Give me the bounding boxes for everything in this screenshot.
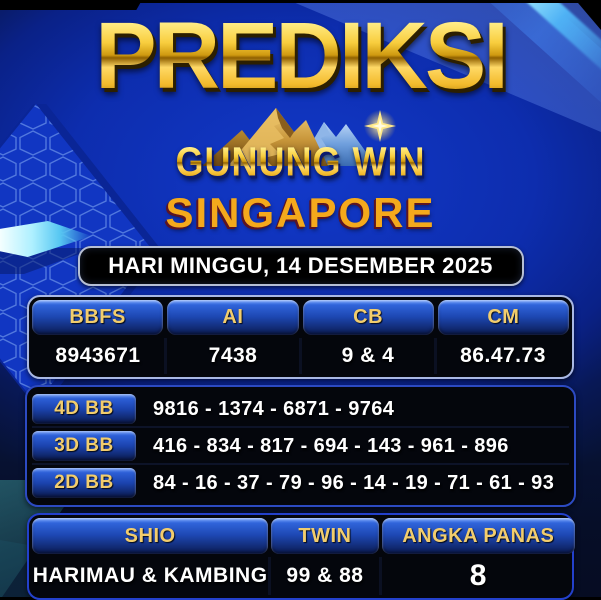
value-cell-cb: 9 & 4 <box>299 338 434 374</box>
header-cell-bbfs: BBFS <box>32 300 164 335</box>
bb-row-3d: 3D BB 416 - 834 - 817 - 694 - 143 - 961 … <box>32 429 569 465</box>
value-cell-bbfs: 8943671 <box>55 344 141 367</box>
star-sparkle-icon <box>364 110 397 142</box>
summary-table: SHIO TWIN ANGKA PANAS HARIMAU & KAMBING … <box>27 513 575 600</box>
value-cell-shio: HARIMAU & KAMBING <box>32 564 268 587</box>
header-cell-cm: CM <box>437 300 569 335</box>
bb-value-3d: 416 - 834 - 817 - 694 - 143 - 961 - 896 <box>153 434 509 457</box>
brand-name: GUNUNG WIN <box>175 138 426 185</box>
top-edge <box>0 0 601 3</box>
bb-value-4d: 9816 - 1374 - 6871 - 9764 <box>153 397 395 420</box>
date-banner-text: HARI MINGGU, 14 DESEMBER 2025 <box>108 253 493 278</box>
value-cell-angka-panas: 8 <box>378 557 575 595</box>
header-cell-twin: TWIN <box>271 518 379 554</box>
bb-row-4d: 4D BB 9816 - 1374 - 6871 - 9764 <box>32 392 569 428</box>
header-cell-ai: AI <box>167 300 299 335</box>
value-cell-ai: 7438 <box>164 338 299 374</box>
value-cell-cm: 86.47.73 <box>434 338 569 374</box>
date-banner: HARI MINGGU, 14 DESEMBER 2025 <box>77 246 524 286</box>
bb-label-4d: 4D BB <box>32 394 136 424</box>
summary-header-row: SHIO TWIN ANGKA PANAS <box>32 518 575 554</box>
page-title-wrap: PREDIKSI <box>95 3 509 109</box>
summary-value-row: HARIMAU & KAMBING 99 & 88 8 <box>32 557 569 595</box>
bb-table: 4D BB 9816 - 1374 - 6871 - 9764 3D BB 41… <box>25 385 576 507</box>
header-cell-shio: SHIO <box>32 518 269 554</box>
bb-row-2d: 2D BB 84 - 16 - 37 - 79 - 96 - 14 - 19 -… <box>32 466 569 500</box>
stats-value-row: 8943671 7438 9 & 4 86.47.73 <box>32 338 569 374</box>
header-cell-cb: CB <box>302 300 434 335</box>
market-name: SINGAPORE <box>165 189 436 236</box>
bb-value-2d: 84 - 16 - 37 - 79 - 96 - 14 - 19 - 71 - … <box>153 471 555 494</box>
stats-header-row: BBFS AI CB CM <box>32 300 569 335</box>
brand-logo: GUNUNG WIN <box>175 104 426 185</box>
bb-label-3d: 3D BB <box>32 431 136 461</box>
top-left-corner <box>0 0 142 10</box>
stats-table: BBFS AI CB CM 8943671 7438 9 & 4 86.47.7… <box>27 295 574 379</box>
value-cell-twin: 99 & 88 <box>268 557 378 595</box>
mountain-icon <box>202 108 397 166</box>
page-title: PREDIKSI <box>95 3 509 109</box>
bb-label-2d: 2D BB <box>32 468 136 498</box>
header-cell-angka-panas: ANGKA PANAS <box>381 518 575 554</box>
brand-name-wrap: GUNUNG WIN <box>175 138 426 185</box>
